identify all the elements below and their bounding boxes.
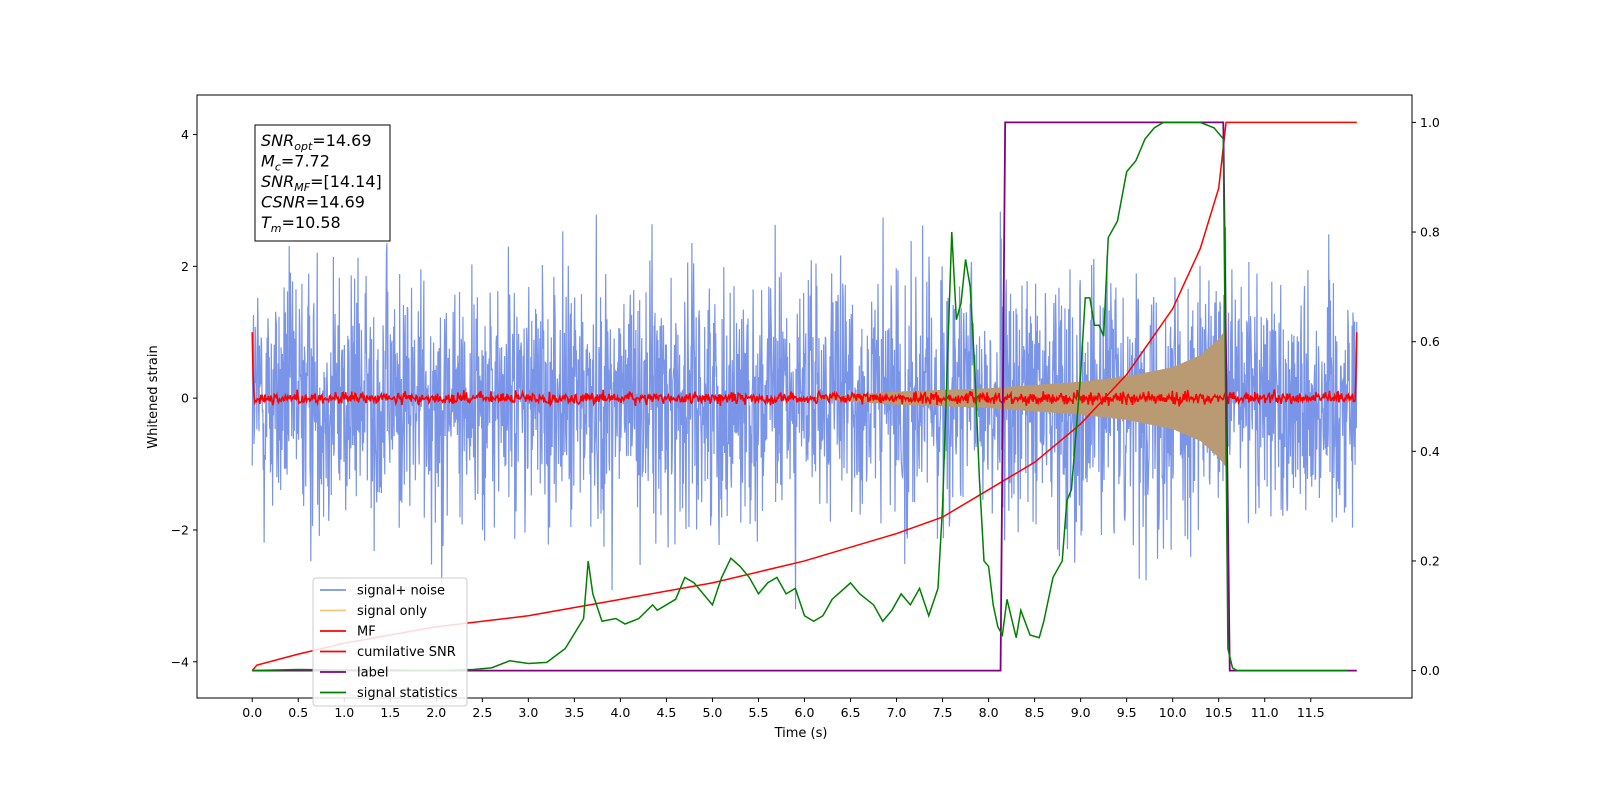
y-tick-label: 0 xyxy=(181,391,189,406)
x-tick-label: 1.5 xyxy=(380,705,400,720)
y2-tick-label: 1.0 xyxy=(1420,115,1440,130)
x-tick-label: 4.5 xyxy=(656,705,676,720)
x-tick-label: 2.0 xyxy=(426,705,446,720)
y-tick-label: 4 xyxy=(181,127,189,142)
annotation-line-tm: Tm=10.58 xyxy=(261,213,341,235)
x-tick-label: 4.0 xyxy=(610,705,630,720)
x-tick-label: 8.5 xyxy=(1025,705,1045,720)
legend-label: signal+ noise xyxy=(357,584,445,599)
signal-statistics-line xyxy=(252,121,1348,672)
legend-label: label xyxy=(357,666,388,681)
x-tick-label: 11.5 xyxy=(1297,705,1325,720)
x-tick-label: 7.5 xyxy=(933,705,953,720)
x-tick-label: 11.0 xyxy=(1251,705,1279,720)
x-tick-label: 10.0 xyxy=(1159,705,1187,720)
annotation-frame xyxy=(254,124,391,242)
mf-series xyxy=(251,332,1358,408)
x-tick-label: 6.0 xyxy=(795,705,815,720)
annotation-line-mc: Mc=7.72 xyxy=(261,152,330,174)
y2-tick-label: 0.0 xyxy=(1420,663,1440,678)
x-tick-label: 8.0 xyxy=(979,705,999,720)
annotation-line-snr-mf: SNRMF=[14.14] xyxy=(261,172,382,194)
x-tick-label: 0.0 xyxy=(242,705,262,720)
legend: signal+ noise signal only MF cumilative SNR… xyxy=(312,577,468,707)
legend-label: signal only xyxy=(357,604,427,619)
x-tick-label: 3.0 xyxy=(518,705,538,720)
mf-line xyxy=(251,332,1358,408)
annotation-line-csnr: CSNR=14.69 xyxy=(261,193,365,212)
x-axis-ticks: 0.0 0.5 1.0 1.5 2.0 2.5 3.0 3.5 4.0 4.5 5.0 5.5 6.0 6… xyxy=(242,698,1325,720)
signal-noise-line xyxy=(251,211,1358,610)
y2-tick-label: 0.8 xyxy=(1420,225,1440,240)
x-tick-label: 3.5 xyxy=(564,705,584,720)
x-tick-label: 1.0 xyxy=(334,705,354,720)
x-tick-label: 9.0 xyxy=(1071,705,1091,720)
x-tick-label: 6.5 xyxy=(841,705,861,720)
y2-tick-label: 0.4 xyxy=(1420,444,1440,459)
annotation-box: SNRopt=14.69Mc=7.72SNRMF=[14.14]CSNR=14.… xyxy=(254,124,391,242)
y-tick-label: −4 xyxy=(171,654,189,669)
y2-axis-ticks: 0.0 0.2 0.4 0.6 0.8 1.0 xyxy=(1412,115,1440,678)
x-tick-label: 7.0 xyxy=(887,705,907,720)
x-tick-label: 2.5 xyxy=(472,705,492,720)
x-tick-label: 0.5 xyxy=(288,705,308,720)
y2-tick-label: 0.2 xyxy=(1420,553,1440,568)
x-tick-label: 5.0 xyxy=(703,705,723,720)
x-tick-label: 5.5 xyxy=(749,705,769,720)
y-tick-label: 2 xyxy=(181,259,189,274)
y-axis-ticks: −4 −2 0 2 4 xyxy=(171,127,197,669)
y2-tick-label: 0.6 xyxy=(1420,334,1440,349)
y-tick-label: −2 xyxy=(171,522,189,537)
annotation-line-snr-opt: SNRopt=14.69 xyxy=(261,131,372,153)
y-axis-label: Whitened strain xyxy=(146,345,161,448)
signal-noise-series xyxy=(251,211,1358,610)
x-tick-label: 10.5 xyxy=(1205,705,1233,720)
x-axis-label: Time (s) xyxy=(774,726,828,741)
x-tick-label: 9.5 xyxy=(1117,705,1137,720)
legend-label: signal statistics xyxy=(357,686,458,701)
legend-label: cumilative SNR xyxy=(357,645,456,660)
legend-frame xyxy=(312,577,468,707)
legend-label: MF xyxy=(357,625,376,640)
